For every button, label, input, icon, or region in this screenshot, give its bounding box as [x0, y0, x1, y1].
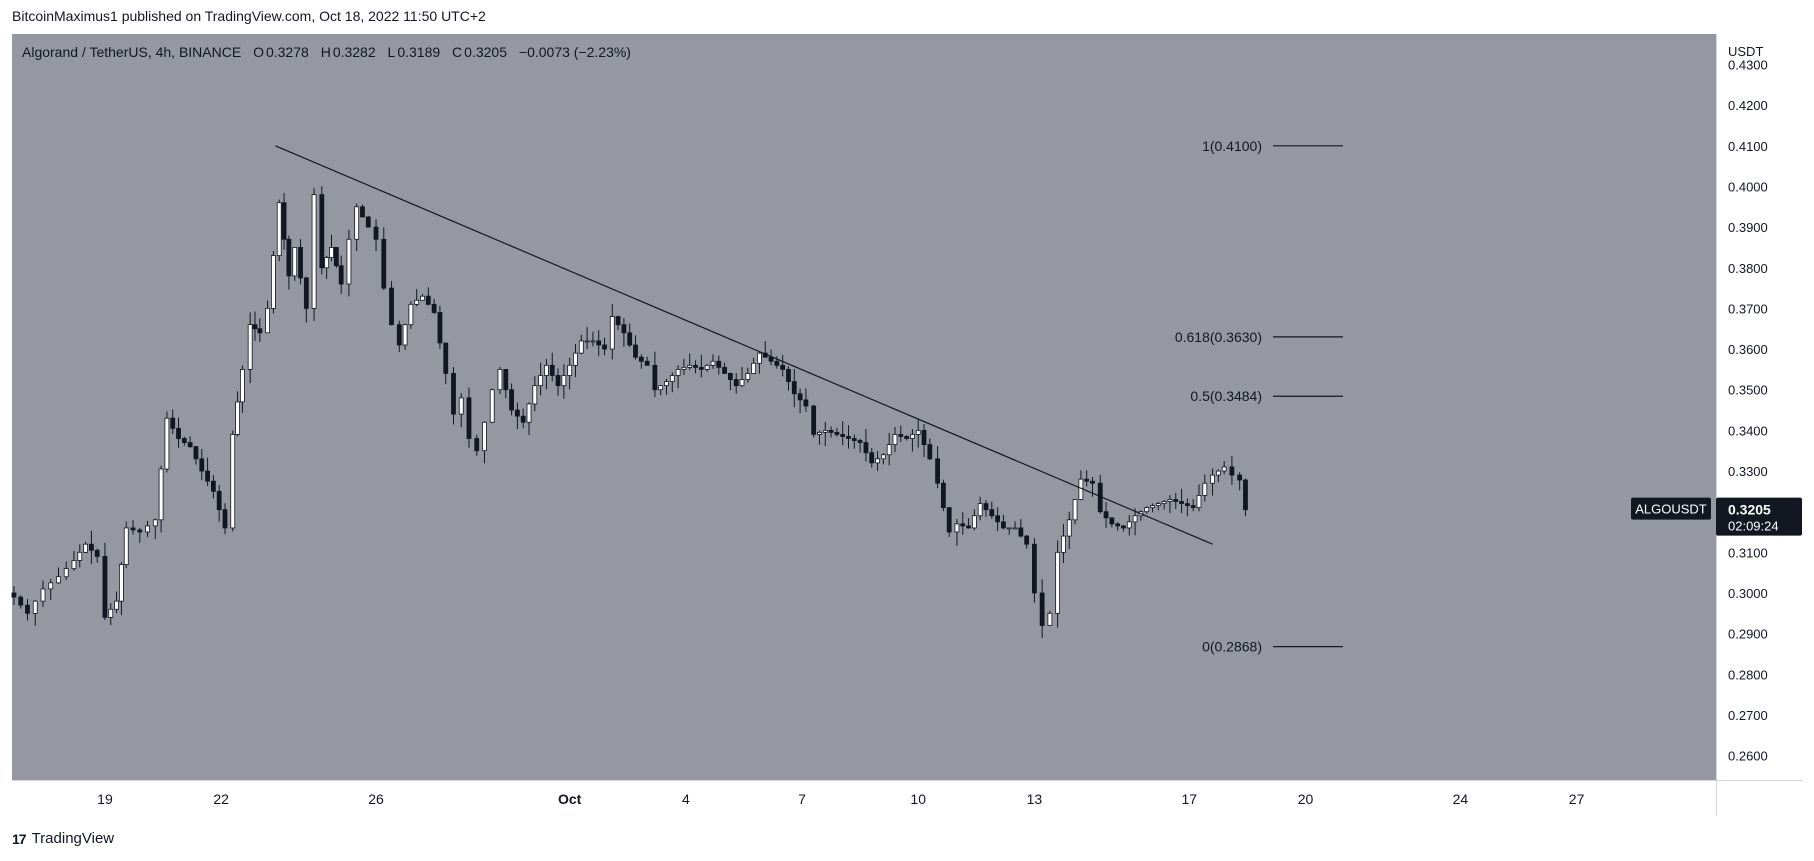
low-value: 0.3189	[397, 44, 441, 60]
footer: 17 TradingView	[12, 830, 114, 847]
close-label: C	[452, 44, 463, 60]
brand-name[interactable]: TradingView	[31, 830, 115, 847]
symbol-title[interactable]: Algorand / TetherUS, 4h, BINANCE	[22, 44, 242, 60]
publisher-info: BitcoinMaximus1 published on TradingView…	[12, 8, 486, 24]
price-axis[interactable]	[1716, 34, 1802, 780]
plot-area[interactable]	[12, 34, 1716, 780]
axis-corner	[1716, 780, 1802, 816]
high-label: H	[320, 44, 331, 60]
high-value: 0.3282	[332, 44, 376, 60]
open-value: 0.3278	[265, 44, 309, 60]
ohlc-legend: Algorand / TetherUS, 4h, BINANCE O 0.3278…	[22, 44, 631, 60]
tradingview-logo-icon[interactable]: 17	[12, 830, 27, 847]
change-value: −0.0073 (−2.23%)	[518, 44, 631, 60]
open-label: O	[253, 44, 264, 60]
close-value: 0.3205	[464, 44, 507, 60]
low-label: L	[387, 44, 396, 60]
time-axis[interactable]	[12, 780, 1716, 816]
